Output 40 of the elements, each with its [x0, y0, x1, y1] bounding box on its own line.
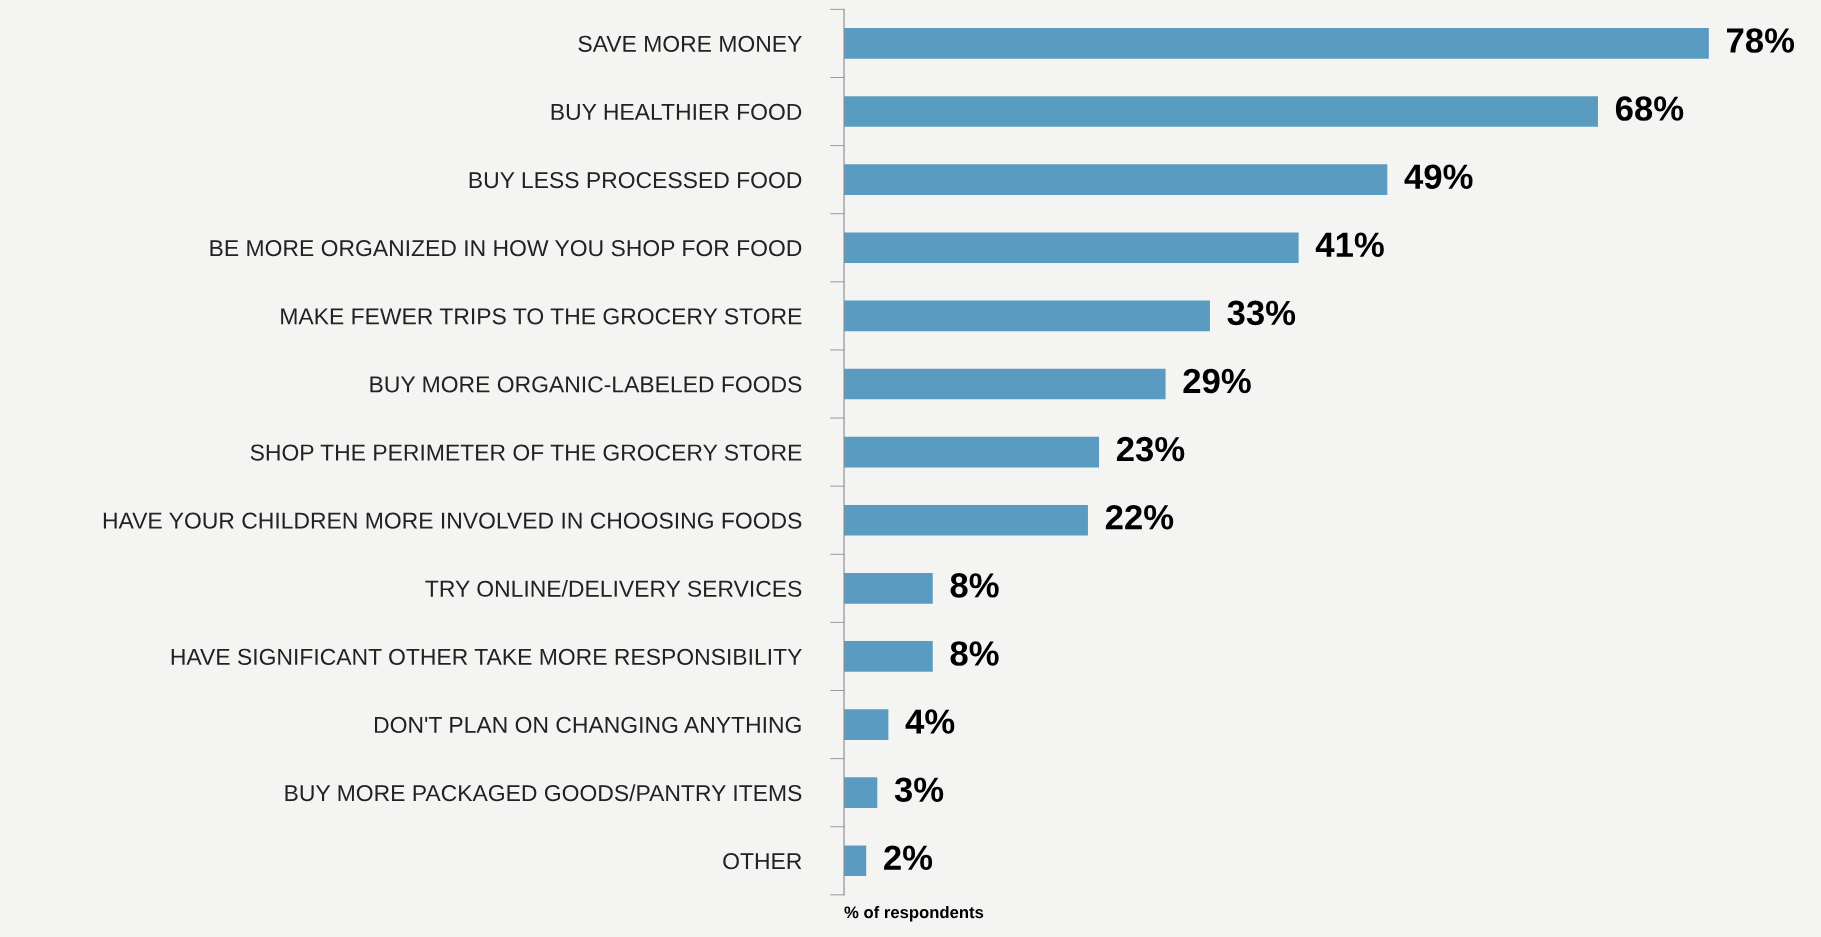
y-tick-label: MAKE FEWER TRIPS TO THE GROCERY STORE [281, 308, 802, 325]
data-label: 8% [950, 573, 999, 598]
y-tick-label: SHOP THE PERIMETER OF THE GROCERY STORE [250, 444, 802, 461]
bar [844, 232, 1299, 264]
y-tick-label: BE MORE ORGANIZED IN HOW YOU SHOP FOR FOOD [210, 240, 802, 257]
y-tick-label: BUY MORE ORGANIC-LABELED FOODS [370, 376, 802, 393]
data-label: 68% [1615, 96, 1684, 121]
y-tick-label: HAVE SIGNIFICANT OTHER TAKE MORE RESPONSIBILITY [171, 648, 802, 665]
bar [844, 777, 878, 808]
y-tick-label: OTHER [723, 853, 802, 870]
data-label: 49% [1404, 164, 1473, 189]
bar [844, 164, 1388, 195]
data-label: 23% [1116, 436, 1185, 462]
y-tick-label: HAVE YOUR CHILDREN MORE INVOLVED IN CHOOSING FOODS [103, 512, 802, 529]
y-tick-label: TRY ONLINE/DELIVERY SERVICES [425, 580, 802, 597]
data-label: 33% [1227, 300, 1296, 326]
y-tick-label: BUY HEALTHIER FOOD [551, 103, 802, 121]
data-label: 8% [950, 641, 999, 666]
bar [844, 573, 933, 604]
bar [844, 28, 1709, 59]
y-tick-label: DON'T PLAN ON CHANGING ANYTHING [374, 716, 801, 734]
bar [844, 96, 1598, 127]
bar [844, 436, 1100, 468]
bar [844, 504, 1088, 536]
data-label: 22% [1105, 504, 1174, 530]
x-axis-title: % of respondents [844, 905, 984, 922]
data-label: 41% [1315, 232, 1384, 258]
y-tick-label: SAVE MORE MONEY [578, 35, 802, 52]
bar [844, 845, 867, 877]
data-label: 78% [1727, 28, 1795, 53]
bar [844, 641, 933, 672]
data-label: 2% [884, 845, 933, 871]
y-tick-label: BUY MORE PACKAGED GOODS/PANTRY ITEMS [285, 784, 802, 802]
data-label: 4% [905, 709, 955, 734]
data-label: 29% [1183, 368, 1251, 394]
data-label: 3% [894, 777, 944, 803]
bar [844, 300, 1210, 332]
bar [844, 368, 1166, 400]
y-tick-label: BUY LESS PROCESSED FOOD [469, 171, 802, 189]
bar [844, 709, 889, 740]
